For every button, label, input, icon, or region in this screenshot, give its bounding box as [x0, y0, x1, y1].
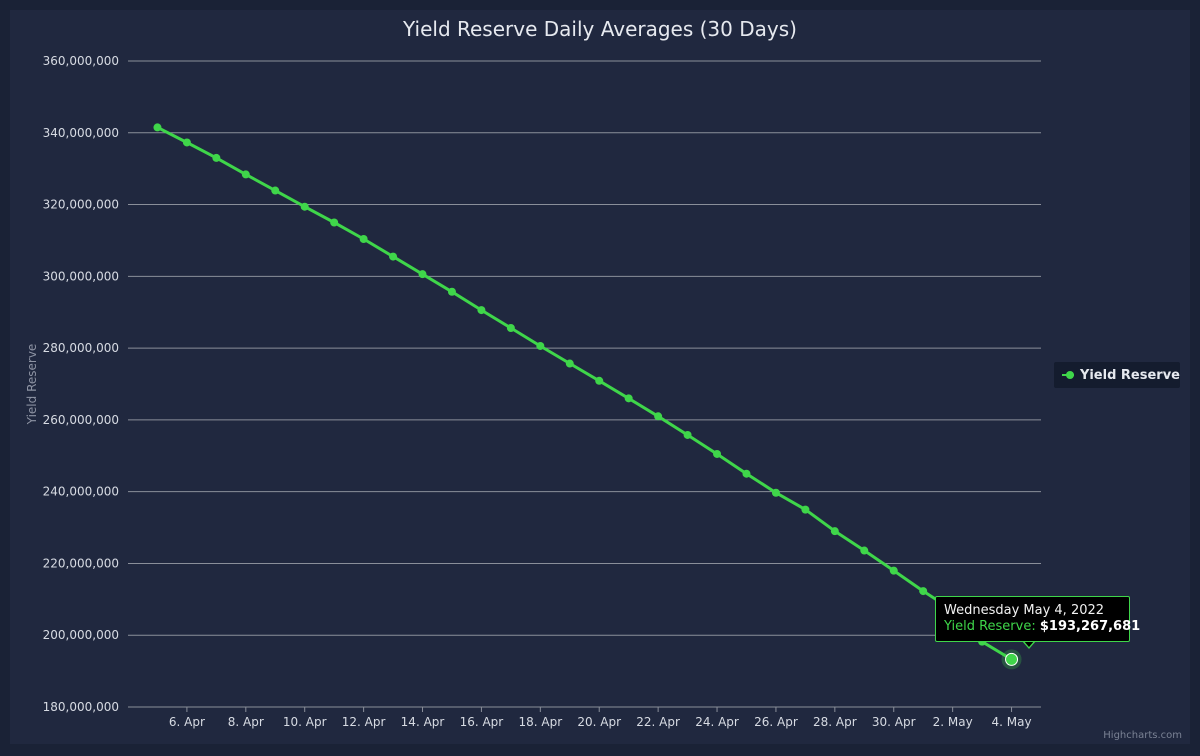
- y-tick-label: 180,000,000: [43, 700, 119, 714]
- y-tick-label: 260,000,000: [43, 413, 119, 427]
- tooltip-arrow-inner: [1023, 640, 1035, 647]
- series-yield-reserve[interactable]: [153, 123, 1022, 670]
- x-tick-label: 14. Apr: [401, 715, 445, 729]
- y-tick-label: 200,000,000: [43, 628, 119, 642]
- tooltip-row: Yield Reserve: $193,267,681: [944, 619, 1140, 635]
- data-point[interactable]: [477, 306, 486, 315]
- legend-item-yield-reserve[interactable]: Yield Reserve: [1054, 362, 1180, 388]
- data-point[interactable]: [654, 412, 663, 421]
- legend-label: Yield Reserve: [1079, 367, 1180, 383]
- series-line[interactable]: [156, 126, 1013, 661]
- legend-line-icon: [1062, 371, 1074, 379]
- data-point[interactable]: [536, 341, 545, 350]
- x-tick-label: 20. Apr: [577, 715, 621, 729]
- data-point[interactable]: [241, 170, 250, 179]
- x-axis-tick-labels: 6. Apr 8. Apr 10. Apr 12. Apr 14. Apr 16. Apr…: [169, 707, 1032, 729]
- x-tick-label: 12. Apr: [342, 715, 386, 729]
- x-tick-label: 26. Apr: [754, 715, 798, 729]
- x-tick-label: 4. May: [992, 715, 1032, 729]
- data-point[interactable]: [271, 186, 280, 195]
- data-point[interactable]: [447, 287, 456, 296]
- data-point[interactable]: [683, 430, 692, 439]
- x-tick-label: 18. Apr: [518, 715, 562, 729]
- data-point[interactable]: [153, 123, 162, 132]
- data-point[interactable]: [212, 153, 221, 162]
- data-point[interactable]: [830, 527, 839, 536]
- data-point[interactable]: [771, 488, 780, 497]
- data-point[interactable]: [742, 469, 751, 478]
- x-tick-label: 8. Apr: [228, 715, 264, 729]
- data-point[interactable]: [330, 218, 339, 227]
- x-tick-label: 6. Apr: [169, 715, 205, 729]
- data-point[interactable]: [624, 394, 633, 403]
- data-point[interactable]: [300, 202, 309, 211]
- y-tick-label: 280,000,000: [43, 341, 119, 355]
- data-point[interactable]: [359, 235, 368, 244]
- y-tick-label: 300,000,000: [43, 269, 119, 283]
- data-point[interactable]: [801, 505, 810, 514]
- legend-marker-icon: [1066, 371, 1074, 379]
- y-axis-tick-labels: 180,000,000 200,000,000 220,000,000 240,000…: [43, 54, 119, 714]
- data-point[interactable]: [889, 566, 898, 575]
- tooltip-series-label: Yield Reserve:: [944, 619, 1036, 634]
- y-axis-title: Yield Reserve: [25, 344, 39, 426]
- grid-lines: [128, 60, 1041, 636]
- y-tick-label: 320,000,000: [43, 198, 119, 212]
- y-tick-label: 240,000,000: [43, 485, 119, 499]
- data-point[interactable]: [1005, 652, 1019, 666]
- y-tick-label: 360,000,000: [43, 54, 119, 68]
- data-point[interactable]: [182, 138, 191, 147]
- tooltip-date: Wednesday May 4, 2022: [944, 603, 1105, 618]
- x-tick-label: 24. Apr: [695, 715, 739, 729]
- tooltip: Wednesday May 4, 2022 Yield Reserve: $19…: [935, 596, 1140, 642]
- data-point[interactable]: [595, 376, 604, 385]
- data-point[interactable]: [418, 270, 427, 279]
- x-tick-label: 22. Apr: [636, 715, 680, 729]
- x-tick-label: 2. May: [933, 715, 973, 729]
- credits-link[interactable]: Highcharts.com: [1103, 730, 1182, 741]
- data-point[interactable]: [919, 587, 928, 596]
- data-point[interactable]: [565, 359, 574, 368]
- data-point[interactable]: [860, 546, 869, 555]
- chart-title: Yield Reserve Daily Averages (30 Days): [402, 17, 797, 41]
- y-tick-label: 340,000,000: [43, 126, 119, 140]
- x-tick-label: 30. Apr: [872, 715, 916, 729]
- x-tick-label: 10. Apr: [283, 715, 327, 729]
- x-tick-label: 28. Apr: [813, 715, 857, 729]
- data-point[interactable]: [506, 324, 515, 333]
- data-point[interactable]: [713, 449, 722, 458]
- tooltip-value: $193,267,681: [1039, 619, 1141, 634]
- data-point[interactable]: [389, 252, 398, 261]
- x-tick-label: 16. Apr: [460, 715, 504, 729]
- y-tick-label: 220,000,000: [43, 556, 119, 570]
